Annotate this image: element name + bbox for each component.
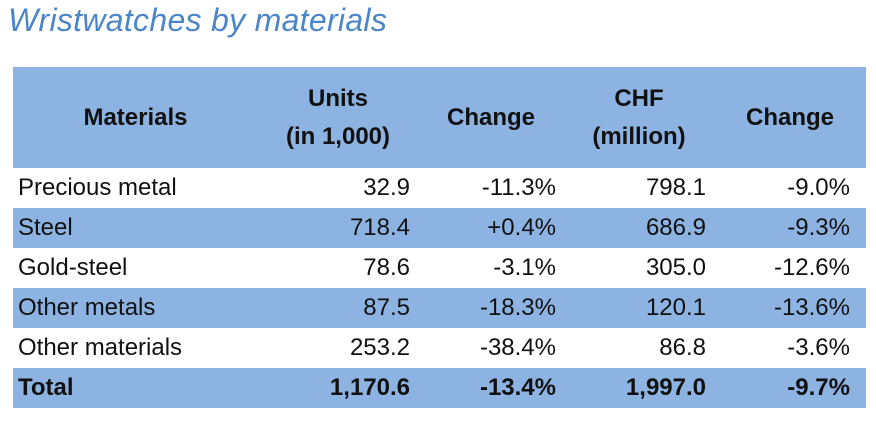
header-units: Units (in 1,000) <box>258 67 418 168</box>
header-chf-line1: CHF <box>614 84 664 112</box>
header-materials: Materials <box>13 67 258 168</box>
cell-chf-change: -13.6% <box>714 288 866 328</box>
cell-chf: 305.0 <box>645 254 706 281</box>
cell-units-change: -11.3% <box>481 174 556 201</box>
cell-chf: 120.1 <box>564 288 714 328</box>
materials-table: Materials Units (in 1,000) Change CHF (m… <box>13 67 866 408</box>
cell-chf-change: -9.0% <box>787 174 850 201</box>
cell-chf: 86.8 <box>659 334 706 361</box>
header-units-line1: Units <box>308 84 368 112</box>
header-chf: CHF (million) <box>564 67 714 168</box>
cell-chf-change: -12.6% <box>773 254 850 281</box>
cell-total-units: 1,170.6 <box>258 368 418 408</box>
cell-material: Precious metal <box>18 174 177 201</box>
cell-total-chf-change: -9.7% <box>714 368 866 408</box>
cell-units-change: -18.3% <box>418 288 564 328</box>
cell-units: 253.2 <box>349 334 410 361</box>
cell-total-label: Total <box>13 368 258 408</box>
table-row: Steel 718.4 +0.4% 686.9 -9.3% <box>13 208 866 248</box>
cell-total-chf: 1,997.0 <box>564 368 714 408</box>
cell-chf: 798.1 <box>645 174 706 201</box>
header-units-line2: (in 1,000) <box>285 122 391 150</box>
table-row: Other metals 87.5 -18.3% 120.1 -13.6% <box>13 288 866 328</box>
cell-material: Other materials <box>18 334 183 361</box>
cell-units: 78.6 <box>363 254 410 281</box>
cell-chf-change: -3.6% <box>787 334 850 361</box>
cell-material: Gold-steel <box>18 254 128 281</box>
table-row: Other materials 253.2 -38.4% 86.8 -3.6% <box>13 328 866 368</box>
header-chf-line2: (million) <box>592 122 686 150</box>
header-chf-change: Change <box>714 67 866 168</box>
cell-material: Other metals <box>13 288 258 328</box>
table-row: Gold-steel 78.6 -3.1% 305.0 -12.6% <box>13 248 866 288</box>
cell-units-change: -3.1% <box>493 254 556 281</box>
cell-material: Steel <box>13 208 258 248</box>
header-units-change: Change <box>418 67 564 168</box>
header-row: Materials Units (in 1,000) Change CHF (m… <box>13 67 866 168</box>
page-title: Wristwatches by materials <box>8 2 388 38</box>
cell-units-change: -38.4% <box>479 334 556 361</box>
cell-chf: 686.9 <box>564 208 714 248</box>
cell-units-change: +0.4% <box>418 208 564 248</box>
cell-total-units-change: -13.4% <box>418 368 564 408</box>
total-row: Total 1,170.6 -13.4% 1,997.0 -9.7% <box>13 368 866 408</box>
cell-units: 32.9 <box>363 174 410 201</box>
table-row: Precious metal 32.9 -11.3% 798.1 -9.0% <box>13 168 866 208</box>
cell-chf-change: -9.3% <box>714 208 866 248</box>
cell-units: 87.5 <box>258 288 418 328</box>
cell-units: 718.4 <box>258 208 418 248</box>
